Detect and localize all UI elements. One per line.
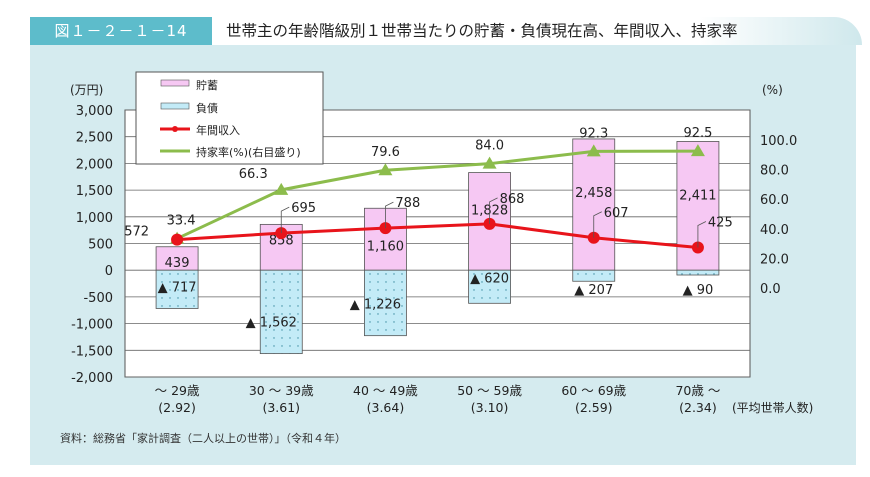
debt-label: ▲ 207: [574, 283, 613, 298]
homeownership-label: 79.6: [371, 145, 400, 160]
left-tick-label: 2,500: [76, 131, 113, 146]
right-axis-unit: (%): [762, 83, 783, 97]
legend-income-marker: [172, 126, 178, 132]
right-tick-label: 100.0: [760, 134, 797, 149]
homeownership-marker: [378, 163, 393, 176]
legend-label: 年間収入: [196, 123, 240, 137]
category-label: 30 ～ 39歳: [249, 383, 314, 398]
savings-label: 439: [165, 256, 190, 271]
right-tick-label: 40.0: [760, 223, 789, 238]
household-size-label: (3.61): [262, 400, 300, 415]
legend-label: 持家率(%)(右目盛り): [196, 145, 301, 159]
debt-bar: [468, 269, 511, 304]
income-leader: [280, 206, 290, 234]
left-tick-label: 3,000: [76, 104, 113, 119]
debt-bar: [259, 269, 303, 355]
left-tick-label: -500: [83, 291, 113, 306]
homeownership-label: 92.5: [683, 126, 712, 141]
income-label: 788: [395, 196, 420, 211]
debt-label: ▲ 1,226: [350, 298, 401, 313]
homeownership-marker: [690, 144, 705, 157]
household-size-label: (2.92): [158, 400, 196, 415]
household-size-label: (3.64): [367, 400, 405, 415]
left-tick-label: 500: [88, 238, 113, 253]
left-tick-label: 2,000: [76, 157, 113, 172]
homeownership-label: 84.0: [475, 139, 504, 154]
left-tick-label: -1,500: [71, 344, 113, 359]
legend-label: 貯蓄: [196, 79, 218, 92]
category-label: ～ 29歳: [155, 383, 200, 398]
income-line: [176, 222, 699, 249]
income-label: 607: [604, 206, 629, 221]
left-tick-label: -1,000: [71, 318, 113, 333]
debt-label: ▲ 90: [683, 283, 714, 298]
figure-number: 図１－２－１－14: [30, 17, 212, 45]
left-tick-label: 0: [105, 264, 113, 279]
debt-bar: [364, 269, 407, 337]
household-size-label: (3.10): [471, 400, 509, 415]
homeownership-label: 66.3: [239, 167, 268, 182]
right-tick-label: 60.0: [760, 193, 789, 208]
income-leader: [697, 221, 707, 248]
legend-savings-swatch: [160, 79, 190, 87]
savings-label: 2,458: [575, 186, 612, 201]
category-label: 40 ～ 49歳: [353, 383, 418, 398]
income-leader: [489, 197, 498, 224]
income-marker: [171, 233, 184, 246]
debt-bar: [676, 269, 720, 276]
right-tick-label: 20.0: [760, 252, 789, 267]
right-tick-label: 80.0: [760, 164, 789, 179]
legend-debt-swatch: [160, 102, 190, 110]
category-label: 60 ～ 69歳: [561, 383, 626, 398]
legend-box: [135, 71, 324, 165]
homeownership-label: 33.4: [167, 214, 196, 229]
debt-label: ▲ 717: [158, 280, 197, 295]
income-label: 572: [124, 225, 149, 240]
title-bar: [212, 17, 862, 45]
debt-label: ▲ 1,562: [246, 316, 297, 331]
homeownership-line: [176, 149, 698, 240]
left-tick-label: -2,000: [71, 371, 113, 386]
household-size-caption: (平均世帯人数): [732, 400, 813, 415]
income-label: 425: [708, 216, 733, 231]
savings-label: 2,411: [679, 188, 716, 203]
household-size-label: (2.34): [679, 400, 717, 415]
category-label: 70歳 ～: [675, 383, 720, 398]
income-label: 868: [500, 192, 525, 207]
income-leader: [385, 201, 394, 229]
homeownership-marker: [274, 182, 289, 195]
household-size-label: (2.59): [575, 400, 613, 415]
left-tick-label: 1,500: [76, 184, 113, 199]
legend-label: 負債: [196, 101, 218, 115]
homeownership-label: 92.3: [579, 126, 608, 141]
income-leader: [593, 211, 602, 238]
savings-label: 858: [269, 233, 294, 248]
homeownership-marker: [586, 144, 601, 157]
source-note: 資料：総務省「家計調査（二人以上の世帯）」（令和４年）: [60, 432, 346, 445]
left-tick-label: 1,000: [76, 211, 113, 226]
chart-title: 世帯主の年齢階級別１世帯当たりの貯蓄・負債現在高、年間収入、持家率: [226, 22, 738, 40]
income-label: 695: [291, 201, 316, 216]
debt-bar: [572, 269, 616, 282]
left-axis-unit: (万円): [70, 83, 103, 97]
right-tick-label: 0.0: [760, 282, 781, 297]
homeownership-marker: [482, 156, 497, 169]
category-label: 50 ～ 59歳: [457, 383, 522, 398]
savings-bar: [572, 138, 616, 271]
debt-label: ▲ 620: [470, 271, 509, 286]
debt-bar: [155, 269, 199, 309]
savings-label: 1,160: [367, 239, 404, 254]
